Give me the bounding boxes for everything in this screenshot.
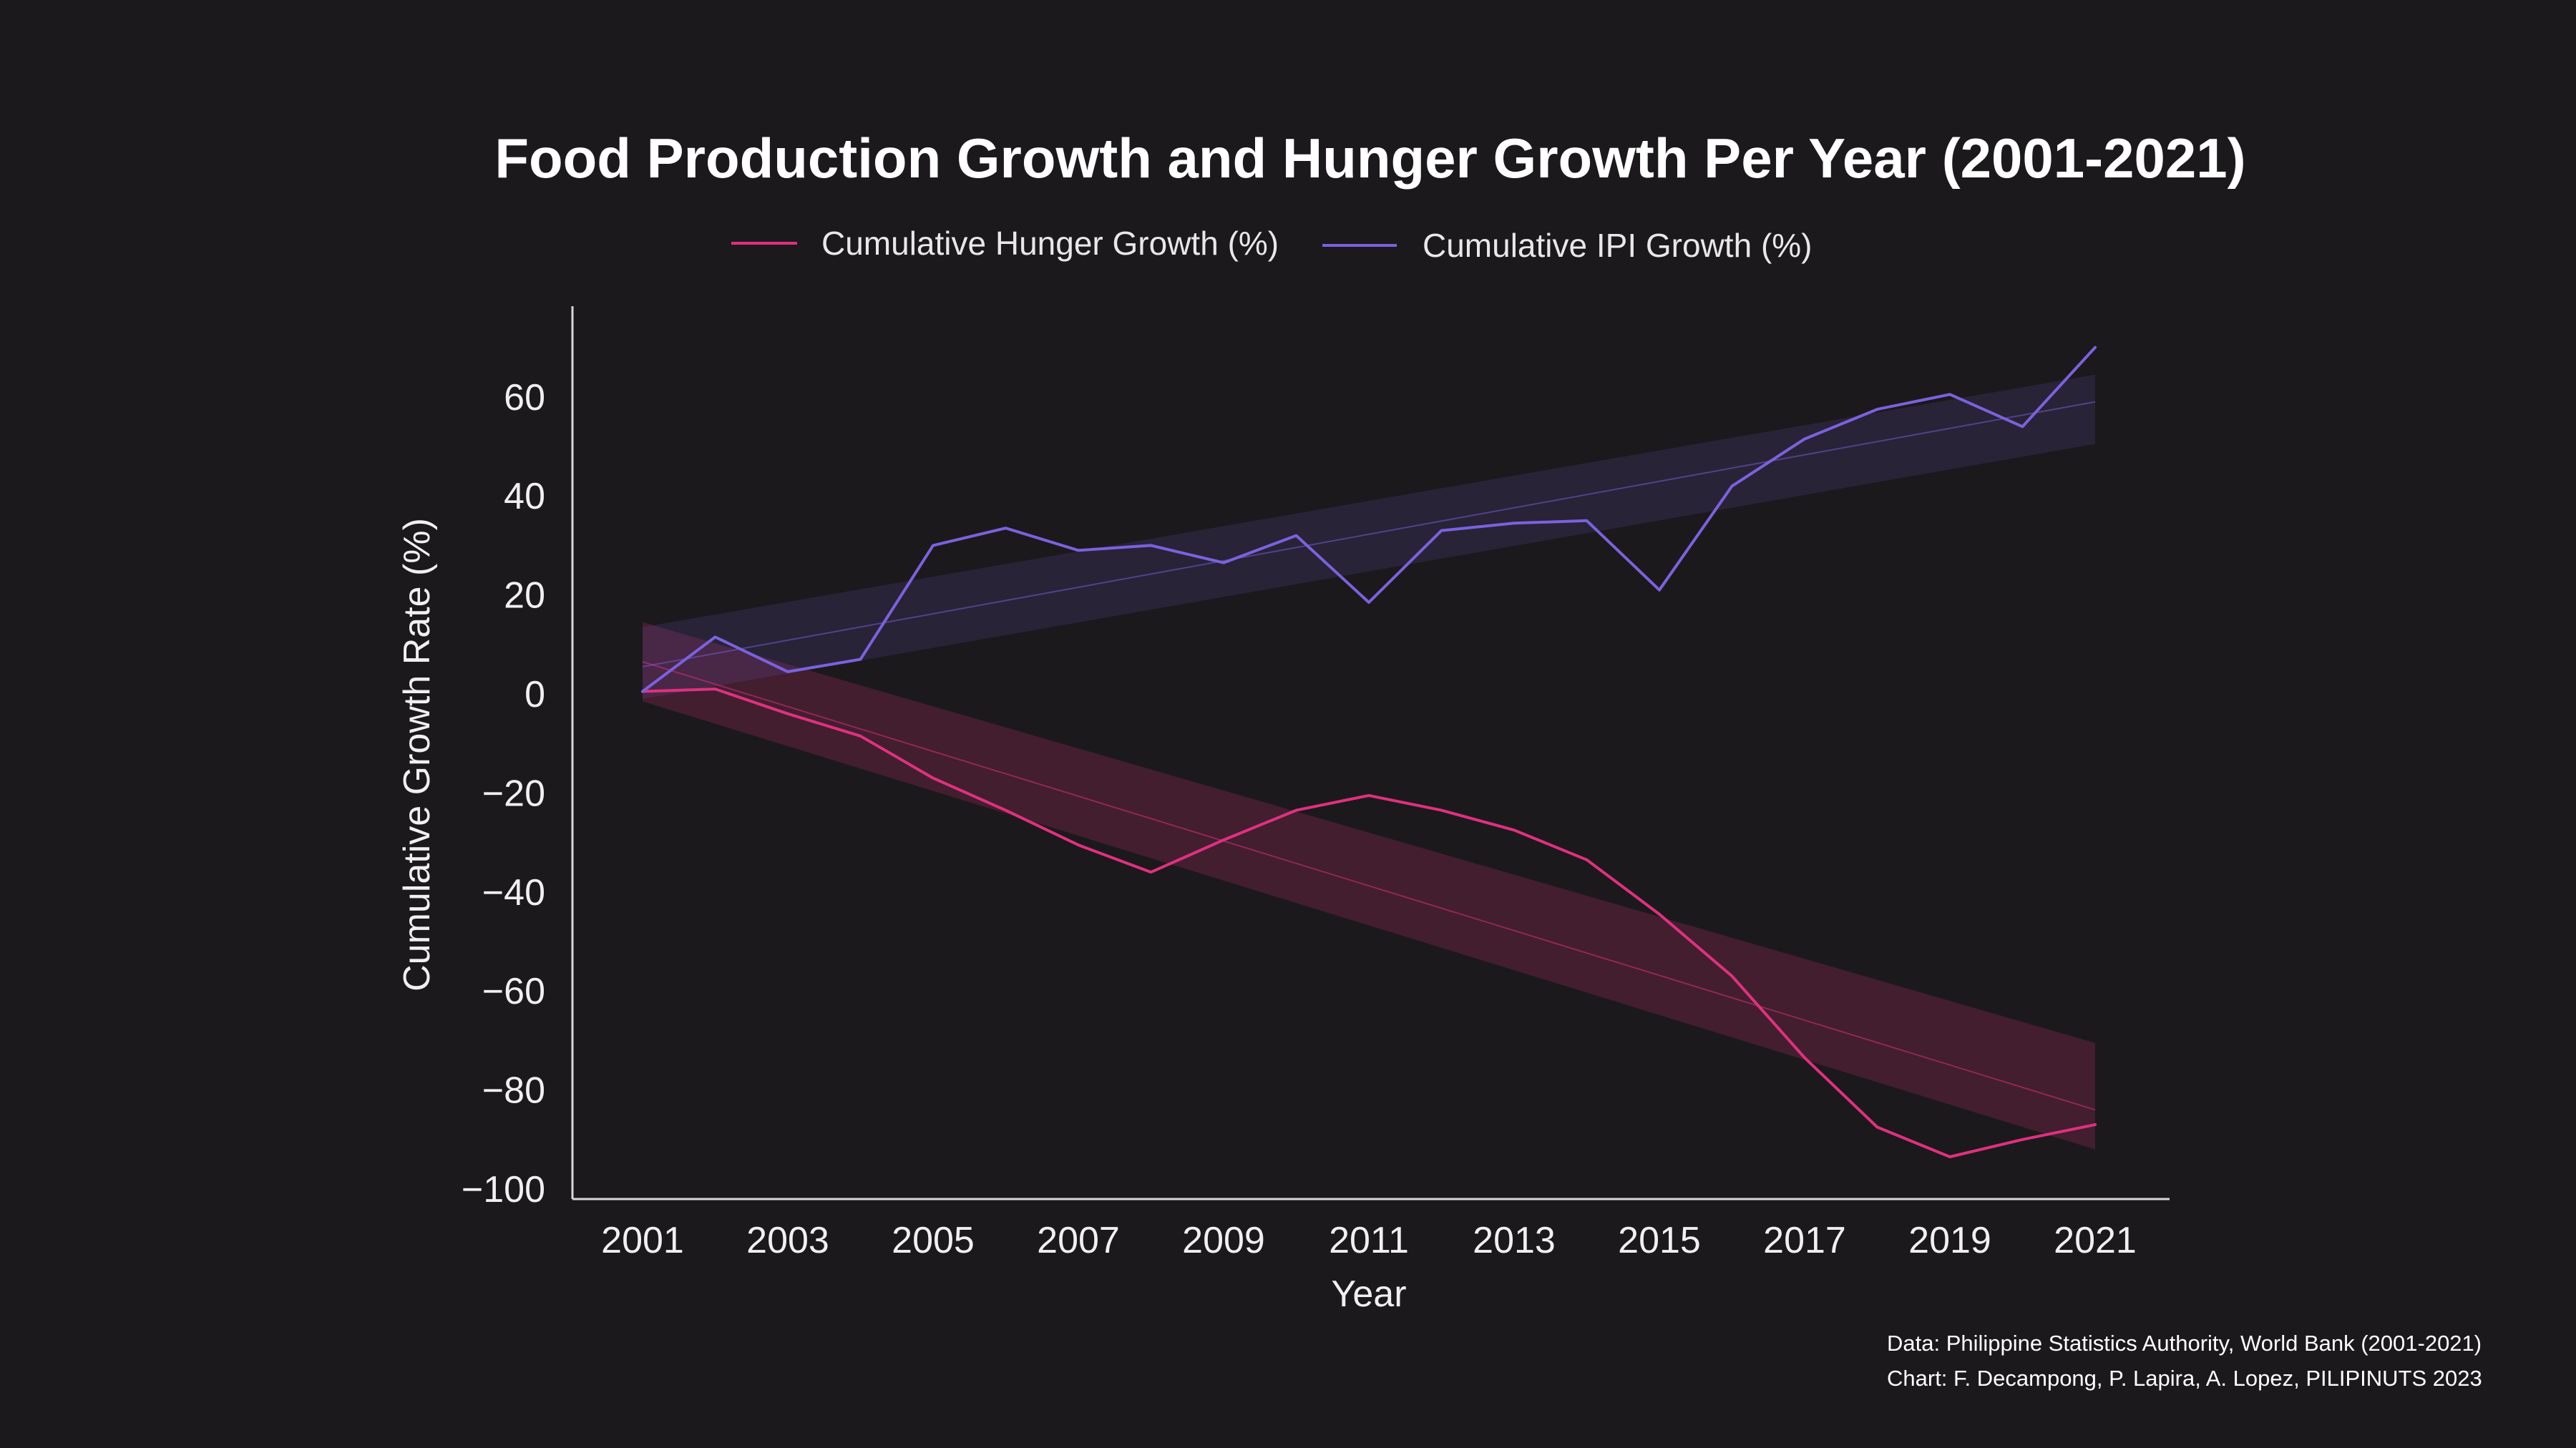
legend-label-hunger: Cumulative Hunger Growth (%) <box>821 225 1279 262</box>
y-tick-label: −80 <box>482 1070 545 1112</box>
x-tick-label: 2015 <box>1618 1220 1701 1261</box>
y-tick-label: −40 <box>482 872 545 914</box>
legend: Cumulative Hunger Growth (%) Cumulative … <box>731 225 1812 264</box>
x-tick-label: 2005 <box>892 1220 975 1261</box>
x-tick-label: 2017 <box>1763 1220 1846 1261</box>
series-lines <box>641 346 2097 1158</box>
x-tick-label: 2007 <box>1037 1220 1120 1261</box>
band-ipi <box>643 374 2095 699</box>
x-tick-label: 2011 <box>1329 1220 1409 1261</box>
y-axis-label: Cumulative Growth Rate (%) <box>396 518 438 992</box>
x-tick-label: 2001 <box>601 1220 684 1261</box>
y-tick-label: 60 <box>504 377 545 419</box>
x-tick-label: 2009 <box>1182 1220 1265 1261</box>
y-tick-labels: 60 40 20 0 −20 −40 −60 −80 −100 <box>462 377 545 1210</box>
x-axis-label: Year <box>1331 1273 1406 1315</box>
y-tick-label: 40 <box>504 476 545 517</box>
x-tick-labels: 2001 2003 2005 2007 2009 2011 2013 2015 2017 2019… <box>601 1220 2137 1261</box>
y-tick-label: 0 <box>525 674 545 715</box>
confidence-bands <box>643 374 2095 1150</box>
credit-data-source: Data: Philippine Statistics Authority, W… <box>1887 1331 2482 1356</box>
y-tick-label: −100 <box>462 1169 545 1210</box>
chart-title: Food Production Growth and Hunger Growth… <box>494 127 2245 190</box>
line-ipi <box>641 346 2097 693</box>
y-tick-label: 20 <box>504 575 545 617</box>
x-tick-label: 2013 <box>1473 1220 1556 1261</box>
trend-hunger <box>642 661 2096 1111</box>
line-hunger <box>641 688 2097 1158</box>
y-tick-label: −20 <box>482 773 545 814</box>
x-tick-label: 2021 <box>2054 1220 2137 1261</box>
axes <box>571 306 2170 1200</box>
credit-chart-authors: Chart: F. Decampong, P. Lapira, A. Lopez… <box>1887 1366 2482 1391</box>
x-tick-label: 2019 <box>1908 1220 1991 1261</box>
x-tick-label: 2003 <box>746 1220 829 1261</box>
y-tick-label: −60 <box>482 971 545 1012</box>
legend-label-ipi: Cumulative IPI Growth (%) <box>1423 227 1812 264</box>
trend-ipi <box>642 401 2096 667</box>
